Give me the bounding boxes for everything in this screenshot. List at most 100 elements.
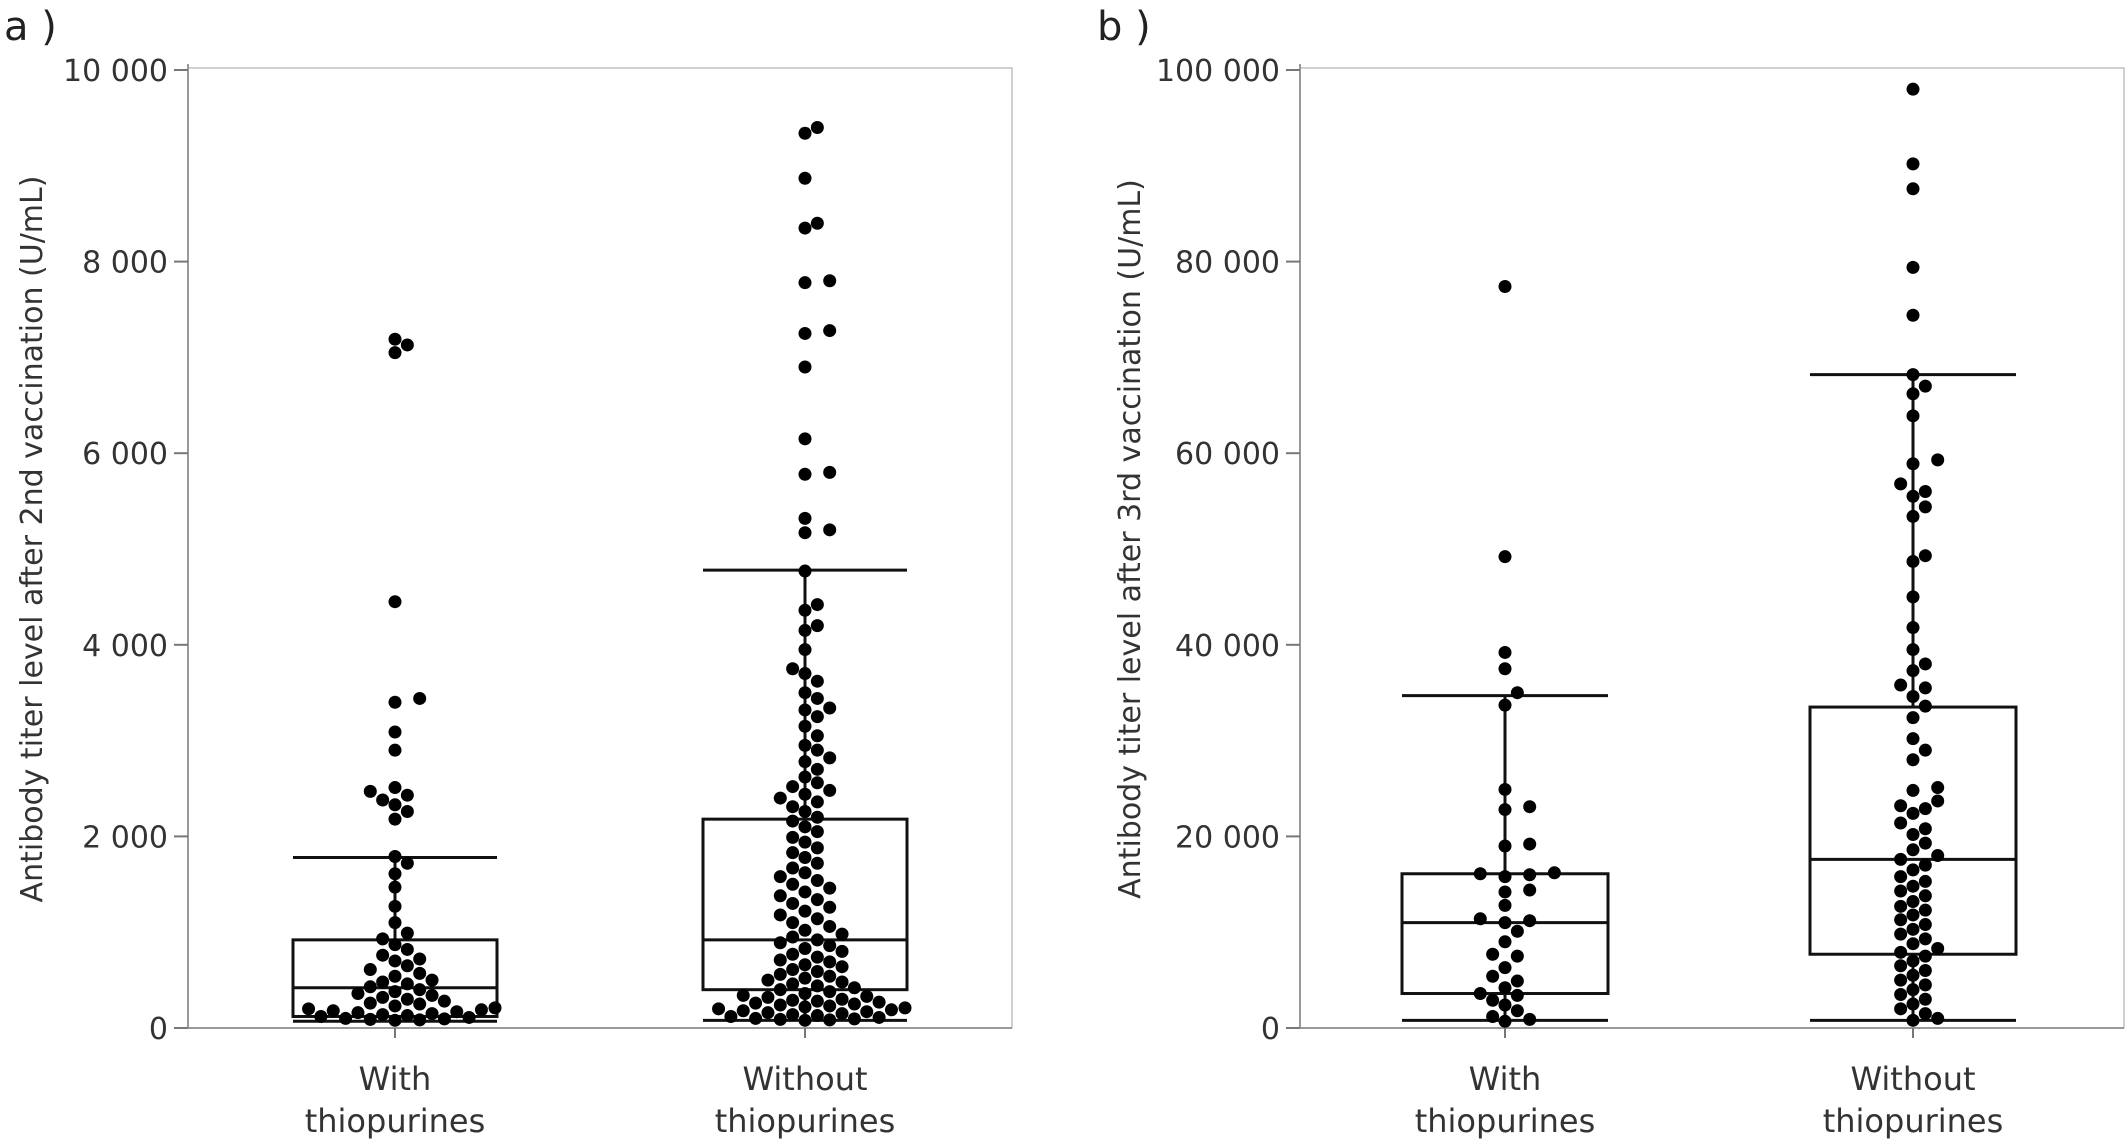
data-point xyxy=(1523,883,1537,897)
data-point xyxy=(798,467,812,481)
data-point xyxy=(823,1013,837,1027)
data-point xyxy=(1894,987,1908,1001)
data-point xyxy=(1486,1010,1500,1024)
data-point xyxy=(810,912,824,926)
data-point xyxy=(1498,898,1512,912)
data-point xyxy=(1906,983,1920,997)
data-point xyxy=(1498,782,1512,796)
data-point xyxy=(1906,937,1920,951)
data-point xyxy=(798,1000,812,1014)
data-point xyxy=(810,776,824,790)
data-point xyxy=(351,1006,365,1020)
data-point xyxy=(847,1012,861,1026)
data-point xyxy=(1906,753,1920,767)
data-point xyxy=(1894,852,1908,866)
y-tick-label: 0 xyxy=(1261,1012,1280,1047)
data-point xyxy=(474,1003,488,1017)
data-point xyxy=(786,830,800,844)
data-point xyxy=(1906,908,1920,922)
data-point xyxy=(1894,945,1908,959)
y-tick-label: 10 000 xyxy=(63,54,168,89)
x-category-label-line1: With xyxy=(1469,1060,1542,1098)
data-point xyxy=(786,1008,800,1022)
data-point xyxy=(835,1007,849,1021)
data-point xyxy=(810,979,824,993)
data-point xyxy=(736,988,750,1002)
data-point xyxy=(425,988,439,1002)
data-point xyxy=(1894,816,1908,830)
data-point xyxy=(798,738,812,752)
data-point xyxy=(1906,182,1920,196)
data-point xyxy=(1894,959,1908,973)
data-point xyxy=(798,511,812,525)
data-point xyxy=(1918,485,1932,499)
data-point xyxy=(400,788,414,802)
data-point xyxy=(798,804,812,818)
data-point xyxy=(1523,868,1537,882)
data-point xyxy=(798,835,812,849)
data-point xyxy=(798,904,812,918)
data-point xyxy=(351,987,365,1001)
data-point xyxy=(835,927,849,941)
data-point xyxy=(835,975,849,989)
data-point xyxy=(847,981,861,995)
y-tick-label: 0 xyxy=(149,1012,168,1047)
swarm-points-without xyxy=(1894,82,1945,1027)
data-point xyxy=(798,276,812,290)
x-category-label-line1: With xyxy=(359,1060,432,1098)
data-point xyxy=(1523,1012,1537,1026)
data-point xyxy=(1906,157,1920,171)
data-point xyxy=(1523,837,1537,851)
data-point xyxy=(1918,549,1932,563)
x-category-label-line2: thiopurines xyxy=(1415,1102,1596,1140)
data-point xyxy=(773,889,787,903)
y-axis-title: Antibody titer level after 2nd vaccinati… xyxy=(15,176,50,903)
data-point xyxy=(810,691,824,705)
data-point xyxy=(798,326,812,340)
data-point xyxy=(786,861,800,875)
data-point xyxy=(1918,699,1932,713)
data-point xyxy=(1906,922,1920,936)
data-point xyxy=(798,941,812,955)
data-point xyxy=(810,619,824,633)
data-point xyxy=(823,939,837,953)
data-point xyxy=(1918,964,1932,978)
data-point xyxy=(1906,954,1920,968)
data-point xyxy=(823,969,837,983)
data-point xyxy=(363,996,377,1010)
data-point xyxy=(736,1004,750,1018)
data-point xyxy=(400,942,414,956)
data-point xyxy=(1523,914,1537,928)
data-point xyxy=(823,999,837,1013)
data-point xyxy=(1510,974,1524,988)
data-point xyxy=(1918,379,1932,393)
data-point xyxy=(1906,368,1920,382)
data-point xyxy=(823,919,837,933)
data-point xyxy=(388,1013,402,1027)
data-point xyxy=(798,987,812,1001)
data-point xyxy=(1906,308,1920,322)
data-point xyxy=(400,977,414,991)
data-point xyxy=(363,980,377,994)
data-point xyxy=(786,662,800,676)
data-point xyxy=(1498,1014,1512,1028)
data-point xyxy=(810,841,824,855)
data-point xyxy=(761,973,775,987)
y-tick-label: 100 000 xyxy=(1156,54,1280,89)
plot-frame xyxy=(1300,67,2125,1028)
data-point xyxy=(1894,678,1908,692)
data-point xyxy=(400,338,414,352)
y-tick-label: 6 000 xyxy=(82,437,168,472)
data-point xyxy=(823,751,837,765)
data-point xyxy=(773,983,787,997)
data-point xyxy=(1906,843,1920,857)
data-point xyxy=(388,938,402,952)
data-point xyxy=(860,1005,874,1019)
data-point xyxy=(376,793,390,807)
data-point xyxy=(425,1007,439,1021)
data-point xyxy=(1498,662,1512,676)
data-point xyxy=(413,983,427,997)
data-point xyxy=(798,755,812,769)
data-point xyxy=(798,923,812,937)
